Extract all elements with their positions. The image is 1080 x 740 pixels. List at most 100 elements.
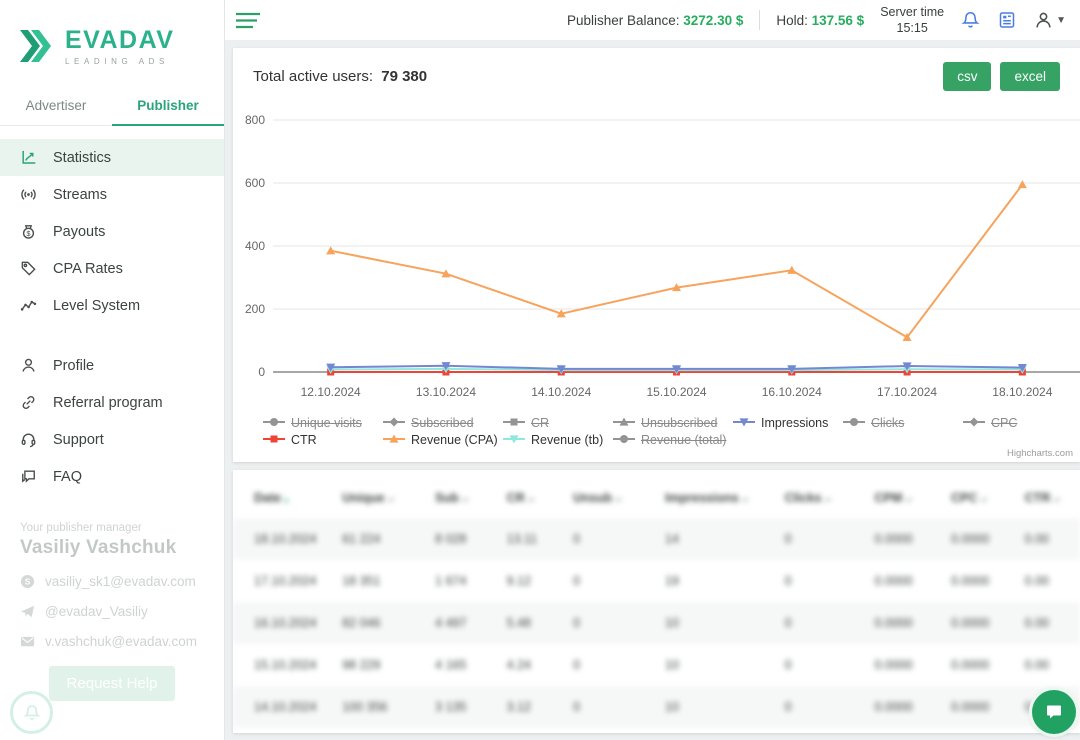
export-excel-button[interactable]: excel [1000,62,1060,91]
legend-marker-circle-icon [843,416,865,430]
sidebar-nav-secondary: Profile Referral program Support FAQ [0,347,224,495]
balance-label: Publisher Balance: [566,12,680,28]
legend-item-ctr[interactable]: CTR [263,433,383,447]
cell: 3 135 [435,700,467,714]
cell: 5.48 [506,616,532,630]
cell: 3.12 [506,700,532,714]
cell: 98 229 [342,658,381,672]
legend-item-cpc[interactable]: CPC [963,416,1063,430]
legend-marker-triangle-up-icon [383,433,405,447]
cpa-rates-icon [20,260,37,277]
sidebar-item-faq[interactable]: FAQ [0,458,224,495]
column-label: Impressions [665,491,739,505]
hold-value: 137.56 $ [811,12,865,28]
cell: 14 [665,532,679,546]
cell: 0.00 [1024,574,1049,588]
content-area: Total active users: 79 380 csv excel 0 20… [225,40,1080,740]
sidebar-item-label: Payouts [53,223,106,240]
table-row: 14.10.2024 100 356 3 135 3.12 0 10 0 0.0000 0.00… [233,686,1080,728]
hold-label: Hold: [776,12,808,28]
sidebar-item-statistics[interactable]: Statistics [0,139,224,176]
legend-label: Revenue (tb) [531,433,604,447]
referral-icon [20,394,37,411]
column-label: Clicks [784,491,822,505]
sidebar-item-payouts[interactable]: $ Payouts [0,213,224,250]
contact-telegram[interactable]: @evadav_Vasiliy [20,604,204,619]
sidebar-item-label: Streams [53,186,107,203]
sort-icon: ▴▾ [1053,495,1060,504]
notifications-bell-icon[interactable] [960,10,981,31]
legend-marker-triangle-down-icon [733,416,755,430]
legend-label: Impressions [761,416,829,430]
profile-icon [20,357,37,374]
sidebar-item-level-system[interactable]: Level System [0,287,224,324]
column-header-cr[interactable]: CR ▴▾ [501,476,567,518]
highcharts-credit[interactable]: Highcharts.com [1007,448,1073,459]
legend-item-revenue-cpa[interactable]: Revenue (CPA) [383,433,503,447]
cell: 0 [784,700,792,714]
svg-text:800: 800 [245,113,265,127]
sidebar-item-streams[interactable]: Streams [0,176,224,213]
sort-icon: ▴▾ [980,495,988,504]
cell: 17.10.2024 [254,574,317,588]
legend-label: CTR [291,433,317,447]
column-header-cpc[interactable]: CPC ▴▾ [945,476,1019,518]
legend-item-revenue-tb[interactable]: Revenue (tb) [503,433,613,447]
cell: 0.0000 [951,700,990,714]
column-header-unsub[interactable]: Unsub ▴▾ [567,476,659,518]
column-label: Unsub [573,491,612,505]
stats-table: Date ▴ Unique ▴▾ Sub ▴▾ CR ▴▾ Unsub ▴▾ Impressions… [233,476,1080,728]
sort-icon: ▴▾ [824,495,831,504]
column-header-date[interactable]: Date ▴ [233,476,336,518]
contact-value: vasiliy_sk1@evadav.com [45,574,196,589]
brand-logo: EVADAV LEADING ADS [20,26,224,66]
svg-text:S: S [25,577,31,587]
sidebar-item-label: Profile [53,357,95,374]
sidebar-item-support[interactable]: Support [0,421,224,458]
manager-caption: Your publisher manager [20,522,142,534]
server-time: Server time 15:15 [880,4,944,37]
request-help-button[interactable]: Request Help [48,666,176,701]
legend-item-unique-visits[interactable]: Unique visits [263,416,383,430]
cell: 0 [784,658,792,672]
legend-item-unsubscribed[interactable]: Unsubscribed [613,416,733,430]
column-header-impressions[interactable]: Impressions ▴▾ [659,476,779,518]
column-header-cpm[interactable]: CPM ▴▾ [868,476,945,518]
sidebar-item-referral-program[interactable]: Referral program [0,384,224,421]
cell: 10 [665,616,679,630]
legend-item-impressions[interactable]: Impressions [733,416,843,430]
column-header-sub[interactable]: Sub ▴▾ [429,476,501,518]
email-icon [20,634,35,649]
legend-item-clicks[interactable]: Clicks [843,416,963,430]
menu-toggle-button[interactable] [235,12,261,29]
skype-icon: S [20,574,35,589]
sidebar-item-profile[interactable]: Profile [0,347,224,384]
evadav-chevrons-icon [20,30,51,62]
export-csv-button[interactable]: csv [943,62,992,91]
news-docs-icon[interactable] [997,10,1017,30]
chat-widget-button[interactable] [1032,690,1076,734]
legend-item-subscribed[interactable]: Subscribed [383,416,503,430]
sidebar-item-label: Level System [53,297,141,314]
server-time-value: 15:15 [896,21,928,35]
legend-item-cr[interactable]: CR [503,416,613,430]
svg-text:200: 200 [245,302,265,316]
cell: 0 [573,532,581,546]
account-menu-button[interactable]: ▼ [1033,10,1066,31]
notification-bubble-icon[interactable] [10,691,53,734]
column-header-ctr[interactable]: CTR ▴▾ [1019,476,1080,518]
tab-publisher[interactable]: Publisher [112,88,224,126]
column-header-clicks[interactable]: Clicks ▴▾ [779,476,869,518]
table-row: 18.10.2024 61 224 8 028 13.11 0 14 0 0.0000 0.00… [233,518,1080,560]
legend-item-revenue-total[interactable]: Revenue (total) [613,433,733,447]
contact-email[interactable]: v.vashchuk@evadav.com [20,634,204,649]
column-label: Sub [435,491,459,505]
sidebar-item-cpa-rates[interactable]: CPA Rates [0,250,224,287]
cell: 4.24 [506,658,532,672]
svg-text:600: 600 [245,176,265,190]
manager-name: Vasiliy Vashchuk [20,537,177,558]
column-header-unique[interactable]: Unique ▴▾ [336,476,429,518]
tab-advertiser[interactable]: Advertiser [25,98,87,113]
brand-tagline: LEADING ADS [65,57,169,66]
